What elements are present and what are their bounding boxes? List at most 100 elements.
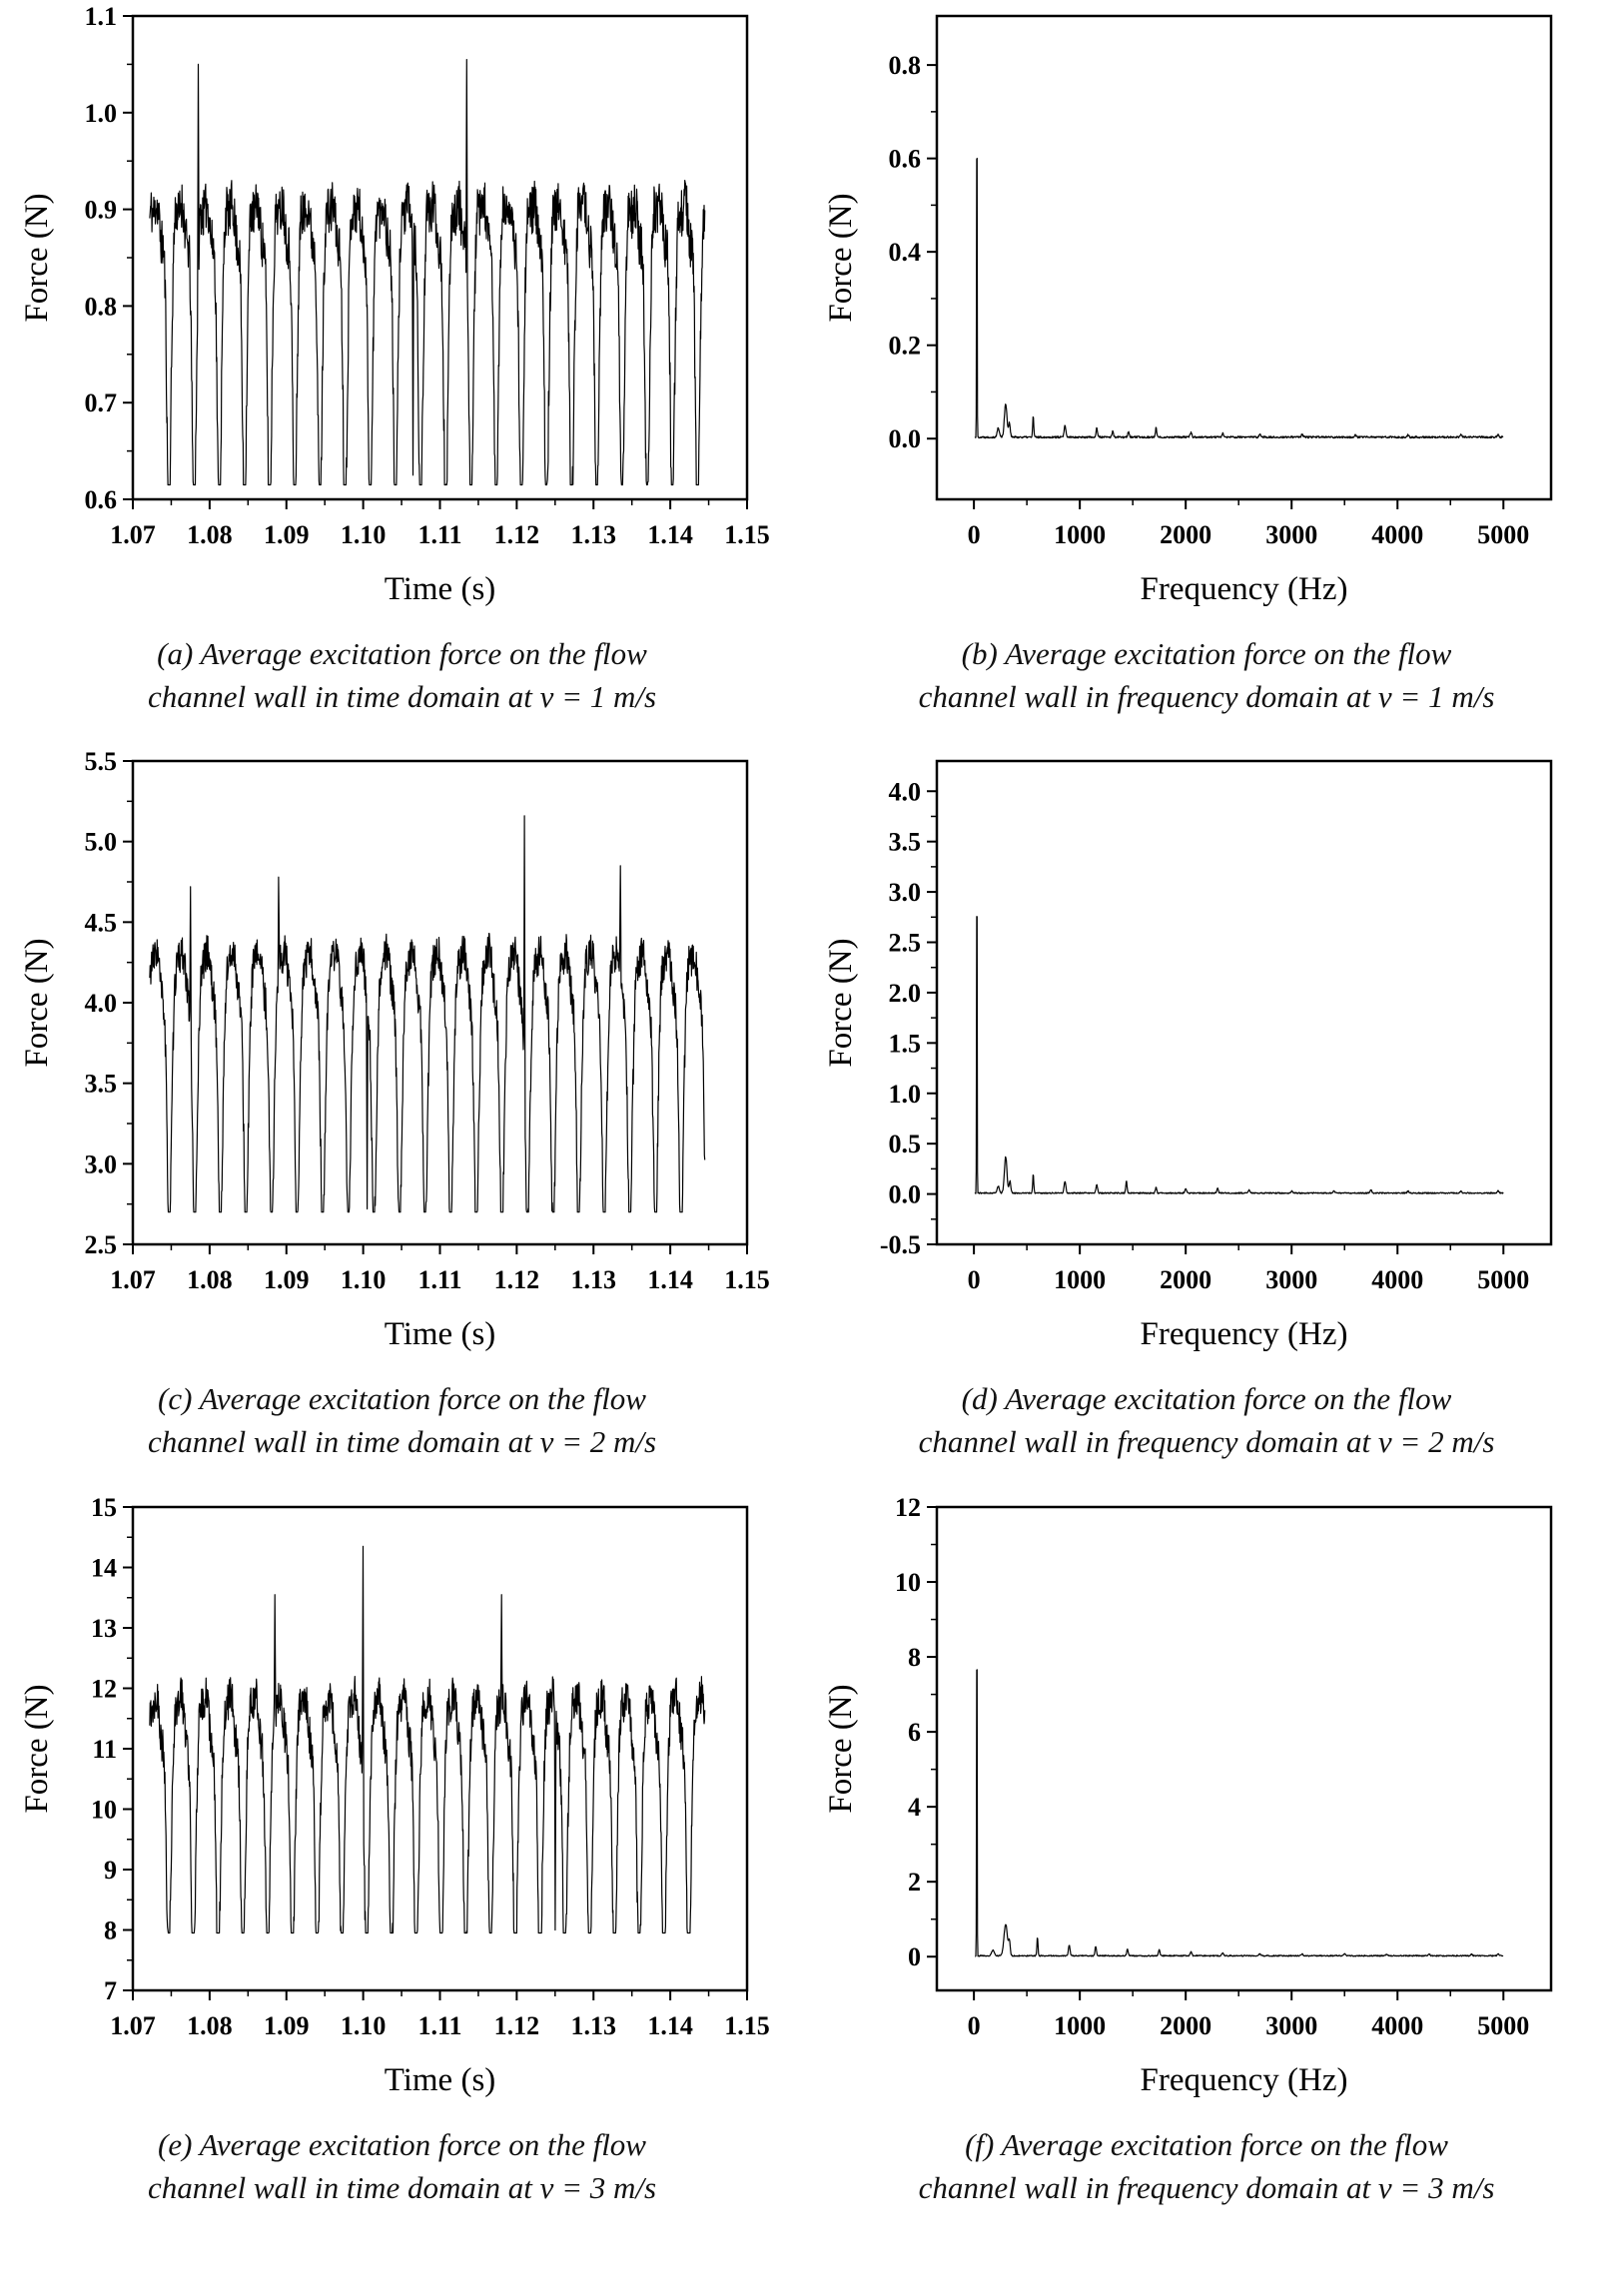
force-series-line [974,1669,1504,1957]
axis-box [935,1505,1553,1992]
x-tick-label: 3000 [1265,520,1317,549]
axis-box [935,759,1553,1246]
y-tick-label: 0.5 [889,1130,922,1158]
y-tick-label: 11 [92,1735,117,1764]
y-tick-label: 2.5 [84,1230,117,1259]
x-axis-title: Time (s) [384,1316,495,1352]
y-tick-label: 7 [104,1976,117,2005]
time-plot-a: 1.07 1.08 1.09 1.10 1.11 1.12 1.13 1.14 1.15 0.6 0… [19,2,770,607]
caption-a: (a) Average excitation force on the flow… [148,633,656,719]
x-tick-label: 1.10 [340,520,386,549]
y-axis-title: Force (N) [823,193,859,322]
caption-f-line1: (f) Average excitation force on the flow [965,2127,1448,2162]
caption-b: (b) Average excitation force on the flow… [919,633,1495,719]
x-tick-label: 1.07 [110,520,156,549]
frequency-plot-d: 0 1000 2000 3000 4000 5000 -0.5 0.0 0.5 1.0 1.5 2.0… [823,759,1553,1352]
y-tick-label: 2.5 [889,929,922,958]
y-axis-title: Force (N) [19,1684,55,1813]
x-tick-label: 5000 [1477,1265,1529,1294]
y-tick-label: 14 [91,1554,117,1583]
panel-c: 1.07 1.08 1.09 1.10 1.11 1.12 1.13 1.14 1.15 2.5 3… [0,745,804,1491]
frequency-domain-chart-2ms: 0 1000 2000 3000 4000 5000 -0.5 0.0 0.5 1.0 1.5 2.0… [817,745,1596,1364]
x-tick-label: 1000 [1054,2011,1106,2040]
x-tick-label: 5000 [1477,2011,1529,2040]
panel-d: 0 1000 2000 3000 4000 5000 -0.5 0.0 0.5 1.0 1.5 2.0… [804,745,1609,1491]
caption-e-line1: (e) Average excitation force on the flow [158,2127,646,2162]
caption-f-line2: channel wall in frequency domain at v = … [918,2169,1495,2205]
y-axis-title: Force (N) [823,1684,859,1813]
x-tick-label: 1.14 [647,1265,693,1294]
y-tick-label: 5.5 [84,747,117,776]
time-domain-chart-2ms: 1.07 1.08 1.09 1.10 1.11 1.12 1.13 1.14 1.15 2.5 3… [13,745,792,1364]
x-tick-label: 1.14 [647,520,693,549]
y-tick-label: 0.0 [889,424,922,453]
axis-box [935,14,1553,501]
y-tick-label: 1.1 [84,2,117,31]
y-tick-label: 5.0 [84,828,117,857]
y-tick-label: 12 [895,1493,921,1522]
caption-c-line2: channel wall in time domain at v = 2 m/s [147,1423,657,1459]
x-tick-label: 1.08 [187,1265,233,1294]
x-tick-label: 0 [968,1265,981,1294]
force-series-line [974,157,1504,439]
x-tick-label: 2000 [1160,2011,1211,2040]
force-series-line [148,1545,705,1934]
y-tick-label: 12 [91,1675,117,1704]
x-tick-label: 1.14 [647,2011,693,2040]
y-tick-label: 4.5 [84,908,117,937]
y-tick-label: 3.0 [84,1149,117,1178]
axis-box [131,759,748,1246]
y-tick-label: 3.5 [889,828,922,857]
x-tick-label: 3000 [1265,1265,1317,1294]
y-tick-label: 0.0 [889,1180,922,1209]
y-tick-label: 4.0 [889,777,922,806]
y-tick-label: 8 [104,1916,117,1945]
y-tick-label: 0.9 [84,196,117,225]
force-series-line [974,916,1504,1194]
y-tick-label: 3.0 [889,878,922,907]
x-axis-title: Time (s) [384,2062,495,2098]
y-tick-label: -0.5 [880,1230,921,1259]
x-axis-title: Frequency (Hz) [1141,1316,1348,1352]
x-tick-label: 4000 [1371,2011,1423,2040]
x-tick-label: 1.15 [724,520,770,549]
x-tick-label: 1.09 [264,2011,310,2040]
y-tick-label: 0.2 [889,332,922,361]
x-tick-label: 1.12 [493,1265,539,1294]
caption-c: (c) Average excitation force on the flow… [148,1378,656,1464]
x-tick-label: 1.15 [724,1265,770,1294]
y-tick-label: 10 [91,1796,117,1825]
x-tick-label: 1.08 [187,2011,233,2040]
panel-a: 1.07 1.08 1.09 1.10 1.11 1.12 1.13 1.14 1.15 0.6 0… [0,0,804,745]
y-axis-title: Force (N) [19,938,55,1067]
x-tick-label: 1.11 [417,520,461,549]
caption-d: (d) Average excitation force on the flow… [919,1378,1495,1464]
x-tick-label: 1.10 [340,1265,386,1294]
y-tick-label: 0 [908,1942,921,1971]
x-tick-label: 1.12 [493,2011,539,2040]
y-axis-title: Force (N) [19,193,55,322]
time-plot-c: 1.07 1.08 1.09 1.10 1.11 1.12 1.13 1.14 1.15 2.5 3… [19,747,770,1352]
y-tick-label: 0.6 [889,145,922,174]
y-tick-label: 2.0 [889,979,922,1008]
x-tick-label: 4000 [1371,1265,1423,1294]
frequency-domain-chart-3ms: 0 1000 2000 3000 4000 5000 0 2 4 6 8 10 12 Frequency … [817,1491,1596,2110]
y-tick-label: 1.5 [889,1029,922,1058]
x-tick-label: 1000 [1054,1265,1106,1294]
y-tick-label: 1.0 [889,1080,922,1109]
y-axis-title: Force (N) [823,938,859,1067]
x-axis-title: Frequency (Hz) [1141,571,1348,607]
y-tick-label: 4 [908,1793,921,1822]
x-tick-label: 1.09 [264,1265,310,1294]
y-tick-label: 0.8 [84,292,117,321]
x-tick-label: 1.11 [417,2011,461,2040]
y-tick-label: 0.8 [889,51,922,80]
x-tick-label: 0 [968,520,981,549]
x-tick-label: 1000 [1054,520,1106,549]
frequency-plot-b: 0 1000 2000 3000 4000 5000 0.0 0.2 0.4 0.6 0.8 Freq… [823,14,1553,607]
x-tick-label: 4000 [1371,520,1423,549]
x-tick-label: 2000 [1160,1265,1211,1294]
x-tick-label: 1.15 [724,2011,770,2040]
x-axis-title: Time (s) [384,571,495,607]
y-tick-label: 2 [908,1868,921,1897]
